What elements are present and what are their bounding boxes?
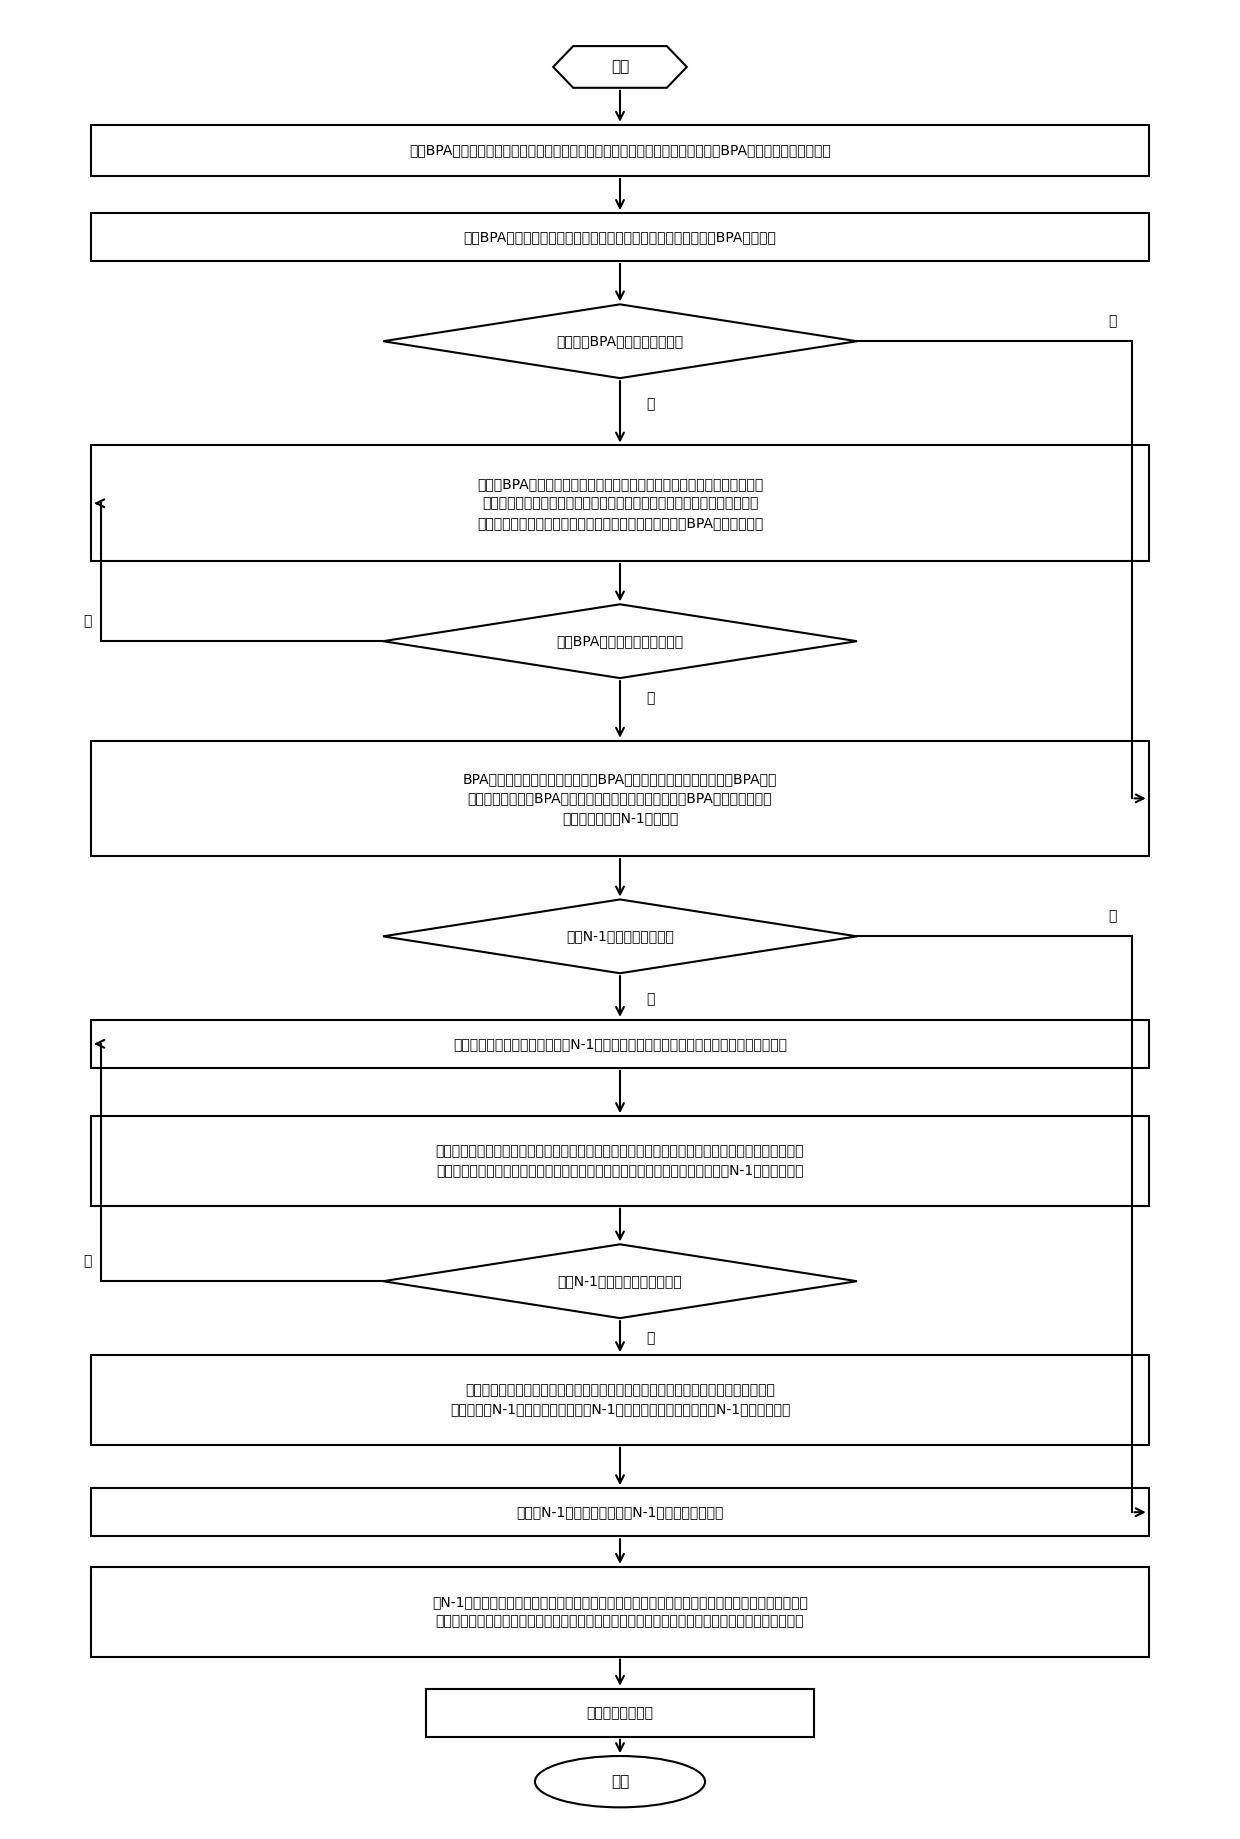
- Polygon shape: [383, 605, 857, 679]
- Text: 结束: 结束: [611, 1775, 629, 1789]
- Text: 判断N-1最优潮流计算是否收敛: 判断N-1最优潮流计算是否收敛: [558, 1274, 682, 1287]
- Polygon shape: [553, 46, 687, 88]
- FancyBboxPatch shape: [92, 741, 1148, 857]
- Text: 判断首次BPA潮流计算是否收敛: 判断首次BPA潮流计算是否收敛: [557, 335, 683, 348]
- Text: 判断N-1潮流计算是否收敛: 判断N-1潮流计算是否收敛: [567, 929, 673, 943]
- Text: 否: 否: [647, 993, 655, 1006]
- FancyBboxPatch shape: [92, 1567, 1148, 1657]
- FancyBboxPatch shape: [92, 213, 1148, 261]
- Text: BPA最优潮流计算收敛，说明首次BPA潮流计算收敛，并获得使首次BPA潮流
计算收敛时的首次BPA潮流计算收敛报表，然后利用首次BPA潮流计算收敛报
表中的数据: BPA最优潮流计算收敛，说明首次BPA潮流计算收敛，并获得使首次BPA潮流 计算…: [463, 772, 777, 826]
- Text: 否: 否: [83, 614, 92, 629]
- Text: 是: 是: [647, 691, 655, 704]
- Ellipse shape: [534, 1756, 706, 1808]
- Text: 则采用BPA最优潮流模型及算法对被评估电力系统的控制变量或约束条件进
行分析，并根据分析结果对被评估电力系统的控制变量或约束条件进行矫正
设置，然后根据矫正设置: 则采用BPA最优潮流模型及算法对被评估电力系统的控制变量或约束条件进 行分析，并…: [477, 476, 763, 530]
- Text: 是: 是: [647, 1331, 655, 1344]
- Text: 用N-1潮流计算收敛报表中的数据去覆盖原始数据报表中的数据，即可保证被评估电力系统处于静态
安全稳定运行极限的电网运行方式中，该电网运行方式即为被评估电力系统的: 用N-1潮流计算收敛报表中的数据去覆盖原始数据报表中的数据，即可保证被评估电力系…: [432, 1594, 808, 1628]
- Text: 筛查出被评估电力系统中不满足N-1潮流计算的开断线路，并形成开断线路故障集合报表: 筛查出被评估电力系统中不满足N-1潮流计算的开断线路，并形成开断线路故障集合报表: [453, 1037, 787, 1050]
- FancyBboxPatch shape: [92, 125, 1148, 177]
- Text: 否: 否: [83, 1254, 92, 1269]
- Text: 是: 是: [1109, 314, 1117, 329]
- FancyBboxPatch shape: [425, 1688, 815, 1736]
- Text: 开始: 开始: [611, 59, 629, 74]
- FancyBboxPatch shape: [92, 1021, 1148, 1068]
- Polygon shape: [383, 303, 857, 379]
- Text: 采用基于互补理论的现代内点算法，计算出包含有开断线路故障集合报表的被评估电力系统新的控制
变量或约束条件，然后根据被评估电力系统新的控制变量或约束条件的数据进行: 采用基于互补理论的现代内点算法，计算出包含有开断线路故障集合报表的被评估电力系统…: [435, 1144, 805, 1177]
- Text: 对被评估电力系统新的控制变量或约束条件进行优化矫正，然后根据优化矫正后的数
据再次进行N-1最优潮流计算，直至N-1最优潮流计算收敛，进而使N-1潮流计算收敛: 对被评估电力系统新的控制变量或约束条件进行优化矫正，然后根据优化矫正后的数 据再…: [450, 1383, 790, 1416]
- Text: 利用BPA自定义数据接口模块解析包含有被评估电力系统的网络结构和运行数据的BPA潮流格式原始数据报表: 利用BPA自定义数据接口模块解析包含有被评估电力系统的网络结构和运行数据的BPA…: [409, 143, 831, 158]
- FancyBboxPatch shape: [92, 1116, 1148, 1206]
- FancyBboxPatch shape: [92, 1488, 1148, 1536]
- Text: 采用BPA电力系统计算分析软件对原始数据报表中的数据进行首次BPA潮流计算: 采用BPA电力系统计算分析软件对原始数据报表中的数据进行首次BPA潮流计算: [464, 230, 776, 245]
- Polygon shape: [383, 899, 857, 973]
- FancyBboxPatch shape: [92, 1355, 1148, 1445]
- Text: 判断BPA最优潮流计算是否收敛: 判断BPA最优潮流计算是否收敛: [557, 634, 683, 647]
- Polygon shape: [383, 1245, 857, 1319]
- Text: 否: 否: [647, 397, 655, 412]
- Text: 获得使N-1潮流计算收敛时的N-1潮流计算收敛报表: 获得使N-1潮流计算收敛时的N-1潮流计算收敛报表: [516, 1504, 724, 1519]
- Text: 是: 是: [1109, 910, 1117, 923]
- Text: 输出计算分析报告: 输出计算分析报告: [587, 1707, 653, 1719]
- FancyBboxPatch shape: [92, 445, 1148, 561]
